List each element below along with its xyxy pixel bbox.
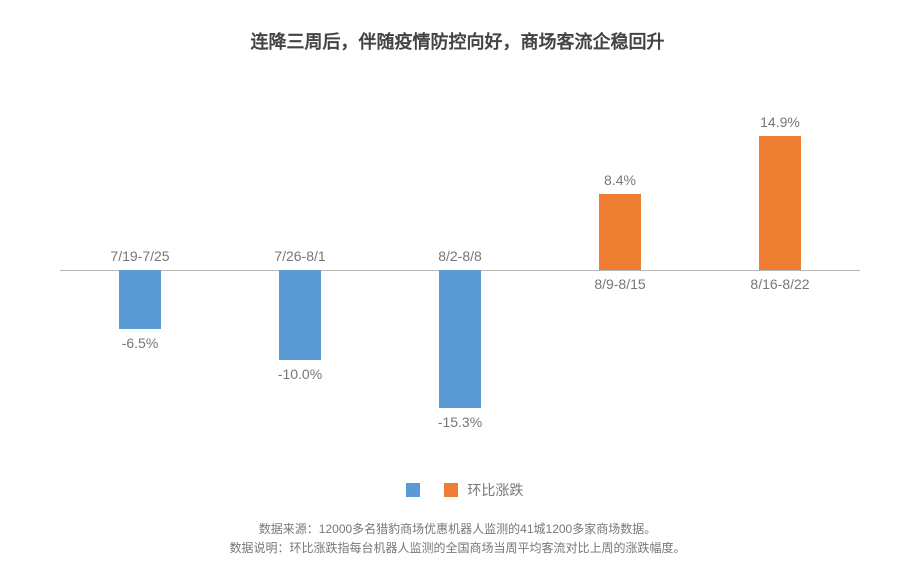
chart-area: -6.5% 7/19-7/25 -10.0% 7/26-8/1 -15.3% 8/2-8/… — [60, 90, 860, 450]
legend-label: 环比涨跌 — [467, 482, 523, 498]
legend: 环比涨跌 — [0, 480, 915, 500]
note-text: 环比涨跌指每台机器人监测的全国商场当周平均客流对比上周的涨跌幅度。 — [290, 541, 686, 555]
footnotes: 数据来源：12000多名猎豹商场优惠机器人监测的41城1200多家商场数据。 数… — [0, 520, 915, 558]
category-label: 8/9-8/15 — [560, 276, 680, 292]
bar-value-label: 14.9% — [720, 114, 840, 130]
bar-value-label: 8.4% — [560, 172, 680, 188]
bar — [599, 194, 641, 270]
bar-value-label: -10.0% — [240, 366, 360, 382]
category-label: 8/2-8/8 — [400, 248, 520, 264]
bar — [439, 270, 481, 408]
category-label: 7/26-8/1 — [240, 248, 360, 264]
category-label: 8/16-8/22 — [720, 276, 840, 292]
legend-swatch-positive — [444, 483, 458, 497]
bar-value-label: -15.3% — [400, 414, 520, 430]
bar — [759, 136, 801, 270]
bar-value-label: -6.5% — [80, 335, 200, 351]
bar — [279, 270, 321, 360]
chart-title: 连降三周后，伴随疫情防控向好，商场客流企稳回升 — [0, 0, 915, 54]
legend-swatch-negative — [406, 483, 420, 497]
note-line: 数据说明：环比涨跌指每台机器人监测的全国商场当周平均客流对比上周的涨跌幅度。 — [0, 539, 915, 558]
source-line: 数据来源：12000多名猎豹商场优惠机器人监测的41城1200多家商场数据。 — [0, 520, 915, 539]
source-label: 数据来源： — [259, 522, 319, 536]
category-label: 7/19-7/25 — [80, 248, 200, 264]
bar — [119, 270, 161, 329]
source-text: 12000多名猎豹商场优惠机器人监测的41城1200多家商场数据。 — [319, 522, 656, 536]
note-label: 数据说明： — [229, 541, 289, 555]
